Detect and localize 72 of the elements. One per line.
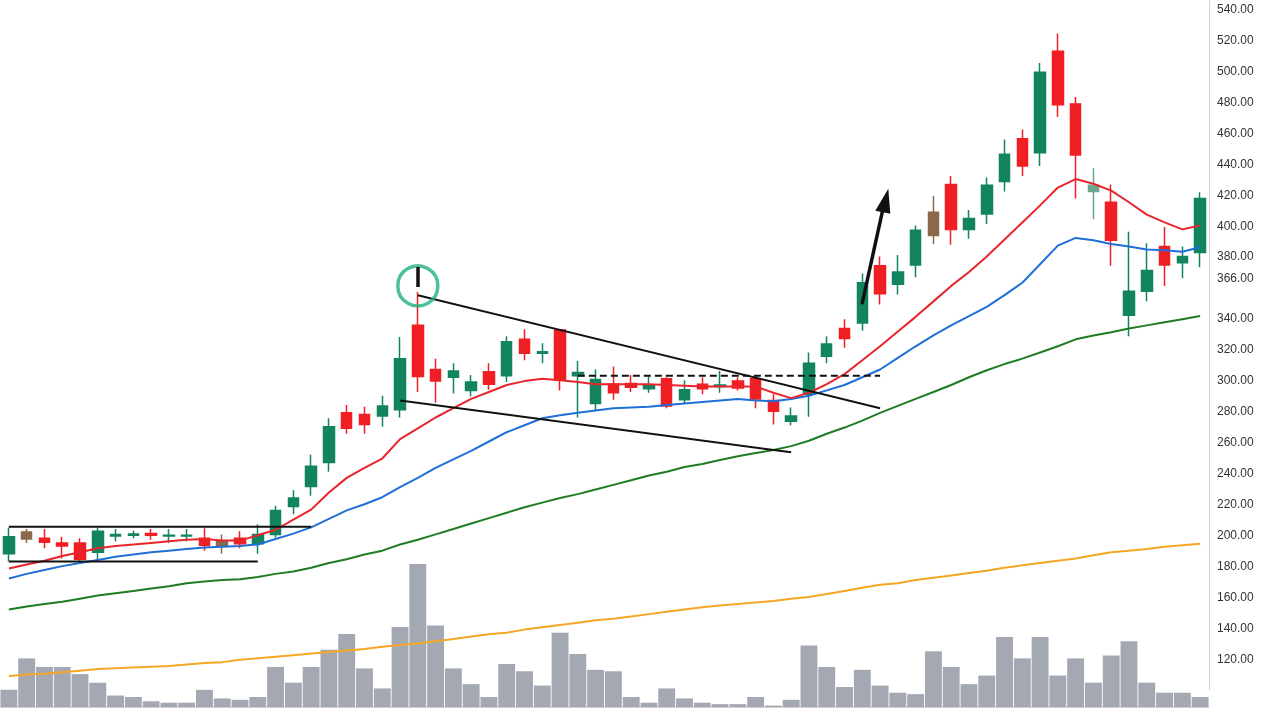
candlestick	[127, 529, 140, 540]
y-tick-label: 260.00	[1217, 435, 1255, 450]
y-tick-label: 480.00	[1217, 94, 1255, 109]
candlestick	[500, 335, 513, 383]
y-tick-label: 520.00	[1217, 32, 1255, 47]
candlestick	[162, 528, 176, 544]
y-tick-label: 440.00	[1217, 156, 1255, 171]
candlestick	[909, 224, 922, 279]
candlestick	[38, 528, 51, 550]
y-tick-label: 460.00	[1217, 125, 1255, 140]
y-tick-label: 240.00	[1217, 466, 1255, 481]
y-tick-label: 320.00	[1217, 342, 1255, 357]
y-tick-label: 180.00	[1217, 559, 1255, 574]
y-tick-label: 340.00	[1217, 311, 1255, 326]
y-tick-label: 540.00	[1217, 1, 1255, 16]
y-tick-label: 300.00	[1217, 373, 1255, 388]
candlestick	[927, 195, 940, 245]
candlestick	[358, 405, 371, 435]
candlestick	[464, 374, 478, 398]
candlestick	[322, 417, 336, 473]
candlestick	[873, 255, 887, 306]
candlestick	[980, 176, 994, 225]
candlestick	[411, 291, 425, 393]
y-tick-label: 200.00	[1217, 528, 1255, 543]
line-series	[7, 236, 1202, 580]
candlestick	[393, 336, 407, 419]
candlestick	[340, 404, 353, 435]
y-tick-label: 280.00	[1217, 404, 1255, 419]
candlestick	[1051, 32, 1065, 118]
candlestick	[571, 360, 585, 419]
candlestick	[2, 526, 16, 563]
candlestick	[287, 489, 300, 516]
y-tick-label: 160.00	[1217, 590, 1255, 605]
y-tick-label: 380.00	[1217, 249, 1255, 264]
candlestick	[536, 342, 549, 365]
candlestick	[891, 254, 905, 296]
line-series	[7, 315, 1202, 611]
candlestick	[429, 357, 442, 404]
candlestick	[144, 528, 158, 541]
candlestick	[447, 362, 460, 395]
candlestick	[1122, 230, 1136, 337]
candlestick	[1104, 183, 1118, 267]
candlestick	[998, 138, 1011, 193]
candlestick	[820, 335, 833, 365]
y-tick-label: 500.00	[1217, 63, 1255, 78]
candlestick	[1016, 128, 1029, 177]
candlestick	[838, 318, 851, 349]
candlestick	[784, 406, 798, 426]
candlestick	[304, 453, 318, 497]
candlestick	[1193, 191, 1207, 269]
y-tick-label: 220.00	[1217, 497, 1255, 512]
y-tick-label: 366.00	[1217, 271, 1255, 286]
y-tick-label: 140.00	[1217, 621, 1255, 636]
candlestick	[482, 362, 496, 391]
y-tick-label: 400.00	[1217, 218, 1255, 233]
candlestick	[553, 328, 567, 392]
candlestick	[1158, 226, 1171, 287]
candlestick	[678, 379, 691, 405]
candlestick	[1033, 62, 1047, 167]
y-tick-label: 420.00	[1217, 187, 1255, 202]
candlestick	[1176, 245, 1189, 279]
candlestick	[518, 328, 531, 361]
candlestick	[109, 528, 122, 543]
line-series	[7, 542, 1202, 678]
candlestick	[1140, 242, 1154, 303]
candlestick	[20, 528, 33, 544]
candlestick	[376, 395, 389, 428]
y-tick-label: 120.00	[1217, 652, 1255, 667]
candlestick	[1087, 167, 1100, 221]
candlestick	[962, 209, 976, 240]
candlestick	[944, 175, 958, 246]
candlestick	[55, 535, 69, 560]
